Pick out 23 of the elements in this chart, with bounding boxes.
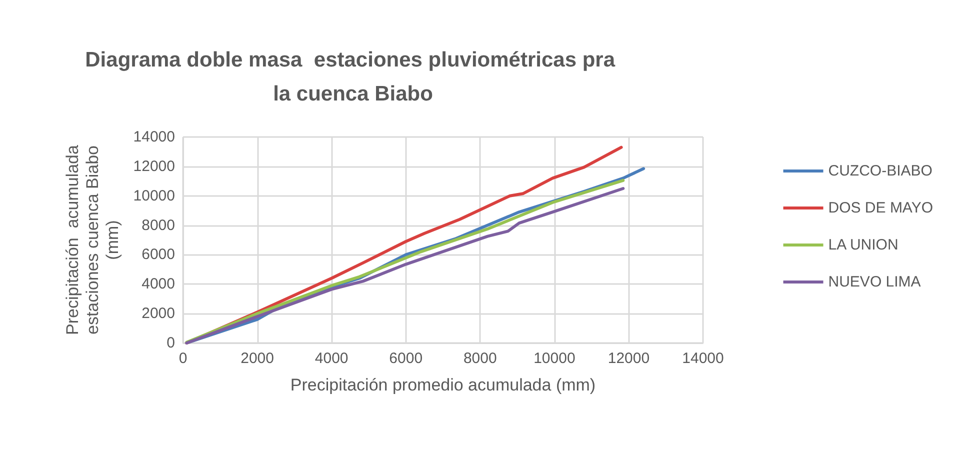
x-axis-title: Precipitación promedio acumulada (mm) (290, 376, 596, 394)
legend-label: NUEVO LIMA (828, 274, 921, 290)
y-tick-label: 6000 (142, 246, 175, 264)
y-tick-label: 2000 (142, 305, 175, 322)
chart-title: Diagrama doble masa estaciones pluviométricas pra la cuenca Biabo (85, 48, 621, 106)
x-tick-label: 0 (178, 350, 188, 367)
x-tick-label: 10000 (534, 350, 576, 367)
x-tick-label: 6000 (389, 350, 423, 367)
legend-label: DOS DE MAYO (828, 200, 934, 216)
x-tick-label: 14000 (682, 350, 724, 367)
y-tick-label: 12000 (133, 158, 175, 175)
legend-label: CUZCO-BIABO (828, 162, 932, 180)
y-tick-label: 4000 (142, 276, 175, 293)
y-axis-title: Precipitación acumulada estaciones cuenca Biabo (mm) (62, 144, 122, 335)
y-tick-label: 14000 (133, 128, 175, 146)
x-tick-label: 8000 (463, 350, 497, 367)
x-tick-label: 4000 (314, 350, 348, 367)
x-tick-label: 12000 (608, 350, 650, 367)
legend-label: LA UNION (828, 236, 898, 254)
y-tick-label: 8000 (142, 216, 175, 234)
y-tick-label: 10000 (133, 187, 175, 204)
y-tick-label: 0 (166, 334, 175, 352)
x-tick-label: 2000 (240, 350, 274, 367)
